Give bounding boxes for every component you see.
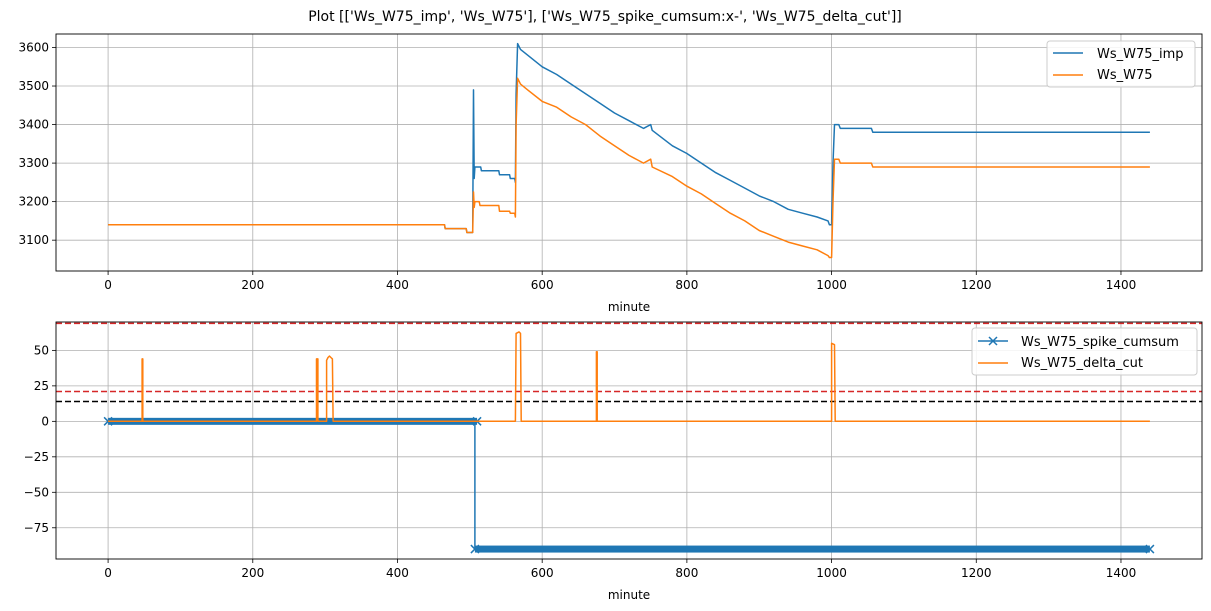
series-marker-x-ws-w75-spike-cumsum — [103, 416, 113, 426]
y-tick-label: 3400 — [18, 118, 49, 132]
y-tick-label: 3200 — [18, 195, 49, 209]
bottom-ticks: 0 200 400 600 800 1000 1200 1400 −75 −50 −25 0 25 50 — [24, 343, 1137, 580]
bottom-legend: Ws_W75_spike_cumsum Ws_W75_delta_cut — [971, 327, 1198, 376]
series-line-ws-w75-delta-cut — [108, 331, 1150, 423]
x-tick-label: 600 — [531, 278, 554, 292]
legend-label-ws-w75: Ws_W75 — [1097, 68, 1153, 83]
y-tick-label: 50 — [34, 343, 49, 357]
bottom-axes-frame — [55, 321, 1203, 560]
y-tick-label: −25 — [24, 450, 49, 464]
series-marker-x-ws-w75-spike-cumsum — [1145, 544, 1155, 554]
legend-label-ws-w75-delta-cut: Ws_W75_delta_cut — [1021, 356, 1143, 371]
x-tick-label: 1400 — [1106, 566, 1137, 580]
bottom-series-group — [56, 322, 1202, 554]
y-tick-label: 3500 — [18, 79, 49, 93]
top-x-axis-label: minute — [608, 300, 650, 314]
series-line-ws-w75 — [108, 77, 1150, 259]
series-line-ws-w75-imp — [108, 42, 1150, 234]
x-tick-label: 200 — [241, 566, 264, 580]
top-axes-frame — [55, 33, 1203, 272]
y-tick-label: −50 — [24, 485, 49, 499]
y-tick-label: 0 — [41, 414, 49, 428]
y-tick-label: 3300 — [18, 156, 49, 170]
x-tick-label: 800 — [675, 566, 698, 580]
x-tick-label: 1000 — [816, 566, 847, 580]
x-tick-label: 200 — [241, 278, 264, 292]
y-tick-label: 3100 — [18, 233, 49, 247]
figure-title: Plot [['Ws_W75_imp', 'Ws_W75'], ['Ws_W75… — [308, 9, 902, 25]
top-grid — [56, 34, 1202, 271]
series-marker-band-ws-w75-spike-cumsum — [474, 545, 1150, 553]
x-tick-label: 800 — [675, 278, 698, 292]
bottom-plot: 0 200 400 600 800 1000 1200 1400−75−50−2502550 … — [24, 321, 1203, 602]
y-tick-label: −75 — [24, 521, 49, 535]
top-ticks: 0 200 400 600 800 1000 1200 1400 3100 3200 3300 340… — [18, 40, 1136, 292]
x-tick-label: 1400 — [1106, 278, 1137, 292]
x-tick-label: 1000 — [816, 278, 847, 292]
legend-label-ws-w75-imp: Ws_W75_imp — [1097, 47, 1184, 62]
y-tick-label: 25 — [34, 379, 49, 393]
legend-label-ws-w75-spike-cumsum: Ws_W75_spike_cumsum — [1021, 335, 1179, 350]
x-tick-label: 600 — [531, 566, 554, 580]
bottom-x-axis-label: minute — [608, 588, 650, 602]
x-tick-label: 1200 — [961, 278, 992, 292]
x-tick-label: 400 — [386, 278, 409, 292]
top-legend-box — [1046, 40, 1196, 88]
x-tick-label: 400 — [386, 566, 409, 580]
top-series-group — [108, 42, 1150, 259]
x-tick-label: 0 — [104, 566, 112, 580]
y-tick-label: 3600 — [18, 40, 49, 54]
x-tick-label: 1200 — [961, 566, 992, 580]
x-tick-label: 0 — [104, 278, 112, 292]
top-plot: 0 200 400 600 800 1000 1200 1400 3100 3200 3300 340… — [18, 33, 1203, 314]
bottom-legend-box — [971, 327, 1198, 376]
series-marker-x-ws-w75-spike-cumsum — [470, 544, 480, 554]
top-legend: Ws_W75_imp Ws_W75 — [1046, 40, 1196, 88]
legend-marker-x-icon — [988, 336, 998, 346]
